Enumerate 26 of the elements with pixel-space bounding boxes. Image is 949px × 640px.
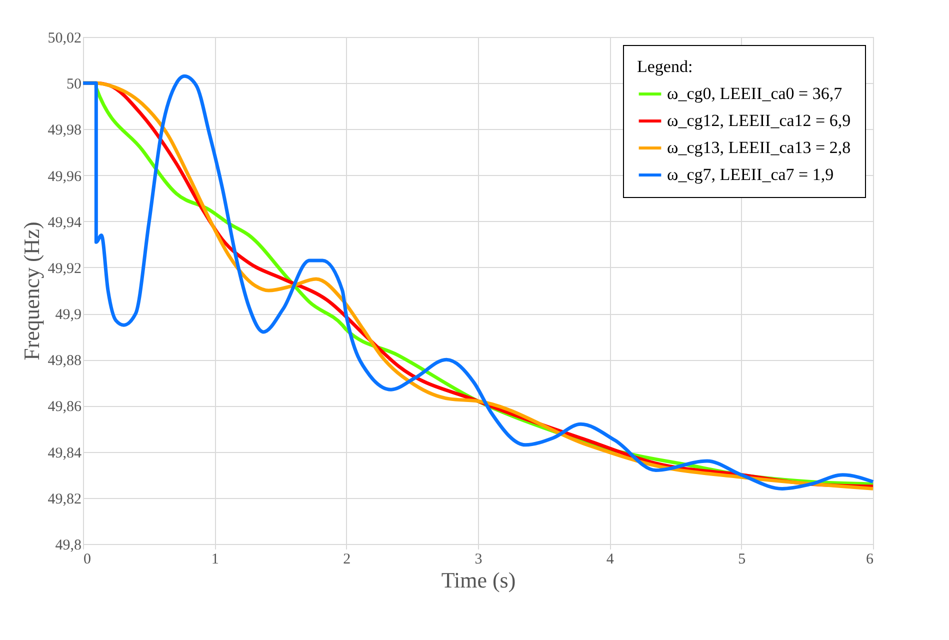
y-tick-label: 49,94 [48,214,82,231]
y-tick-label: 49,86 [48,399,82,416]
y-tick-label: 49,9 [55,307,82,324]
y-axis-title: Frequency (Hz) [18,222,44,360]
x-tick-label: 0 [84,552,91,568]
x-tick-label: 5 [738,552,746,568]
y-tick-label: 49,8 [55,538,82,554]
legend-label: ω_cg0, LEEII_ca0 = 36,7 [667,84,843,103]
y-tick-label: 50,02 [48,30,82,46]
y-tick-label: 49,84 [48,445,82,462]
y-tick-label: 49,98 [48,122,82,139]
legend-title: Legend: [637,57,693,76]
legend-label: ω_cg12, LEEII_ca12 = 6,9 [667,111,851,130]
y-tick-label: 49,82 [48,491,82,508]
legend-label: ω_cg13, LEEII_ca13 = 2,8 [667,138,851,157]
x-tick-label: 1 [211,552,219,568]
legend-label: ω_cg7, LEEII_ca7 = 1,9 [667,165,834,184]
y-tick-label: 49,92 [48,260,82,277]
x-tick-label: 6 [866,552,874,568]
x-tick-label: 2 [343,552,351,568]
x-tick-label: 4 [606,552,614,568]
y-tick-label: 49,96 [48,168,82,185]
y-tick-label: 50 [66,76,82,93]
y-tick-label: 49,88 [48,353,82,370]
x-axis-title: Time (s) [441,568,516,592]
x-tick-label: 3 [474,552,482,568]
